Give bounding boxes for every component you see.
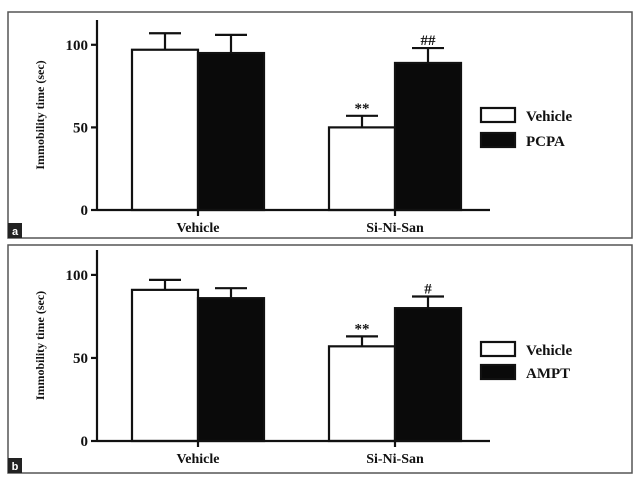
bar-pcpa-vehicle (196, 51, 266, 212)
bar-ampt-si-ni-san (393, 307, 463, 443)
y-axis-label: Immobility time (sec) (33, 60, 47, 169)
y-tick-label: 50 (73, 120, 88, 136)
bar-pcpa-si-ni-san (393, 61, 463, 212)
significance-marker: ## (421, 33, 437, 49)
panel-b: b Vehicle ** # Si-Ni-San 0 50 100 Immobility tim… (7, 244, 633, 474)
legend-label: AMPT (526, 366, 570, 382)
legend-label: Vehicle (526, 343, 572, 359)
category-label: Vehicle (176, 452, 219, 467)
panel-frame (7, 244, 633, 474)
y-axis-label: Immobility time (sec) (33, 291, 47, 400)
legend-swatch (479, 131, 517, 149)
panel-tag-label: b (12, 461, 19, 473)
bar-ampt-vehicle (196, 297, 266, 443)
bar-vehicle-si-ni-san (327, 126, 397, 212)
panel-frame (7, 11, 633, 239)
panel-tag-label: a (12, 226, 19, 238)
legend-swatch (479, 340, 517, 358)
y-tick-label: 50 (73, 351, 88, 367)
legend-label: Vehicle (526, 109, 572, 125)
panel-tag-background (8, 458, 22, 473)
significance-marker: # (424, 282, 432, 298)
legend-label: PCPA (526, 134, 565, 150)
panel-tag-background (8, 223, 22, 238)
legend-swatch (479, 363, 517, 381)
y-tick-label: 0 (81, 434, 89, 450)
y-tick-label: 100 (66, 268, 89, 284)
bar-vehicle-vehicle (130, 288, 200, 443)
legend-swatch (479, 106, 517, 124)
y-tick-label: 100 (66, 38, 89, 54)
panel-a: a Vehicle ** ## Si-Ni-San 0 50 100 Immobility ti… (7, 11, 633, 239)
bar-vehicle-si-ni-san (327, 345, 397, 443)
y-tick-label: 0 (81, 203, 89, 219)
category-label: Vehicle (176, 221, 219, 236)
significance-marker: ** (355, 101, 370, 117)
category-label: Si-Ni-San (366, 221, 424, 236)
bar-vehicle-vehicle (130, 48, 200, 212)
significance-marker: ** (355, 321, 370, 337)
category-label: Si-Ni-San (366, 452, 424, 467)
